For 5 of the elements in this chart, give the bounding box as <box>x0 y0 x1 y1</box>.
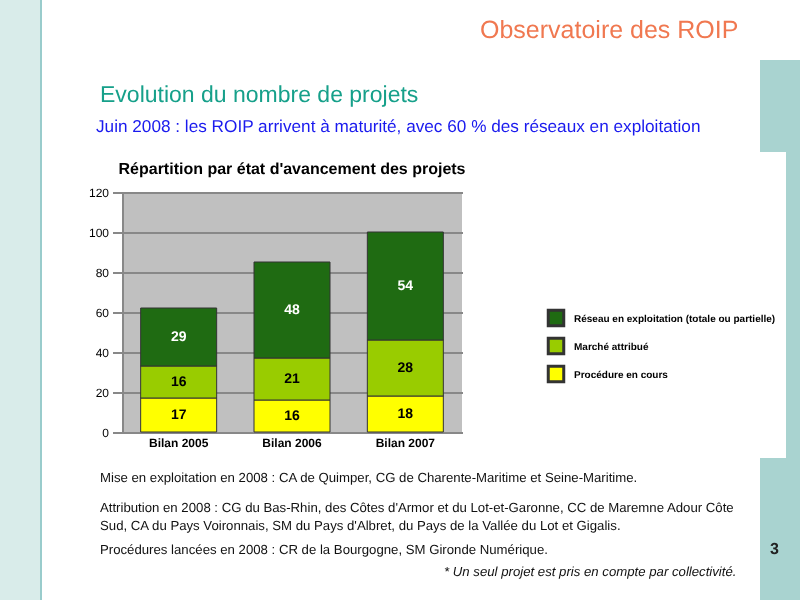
text: Juin 2008 : les ROIP arrivent à maturité, avec 60 % des réseaux en exploitation <box>96 116 701 136</box>
text: 3 <box>770 540 779 558</box>
text: Observatoire des ROIP <box>480 16 739 44</box>
text: Evolution du nombre de projets <box>100 84 419 108</box>
chart-title: Répartition par état d'avancement des projets <box>118 160 467 178</box>
